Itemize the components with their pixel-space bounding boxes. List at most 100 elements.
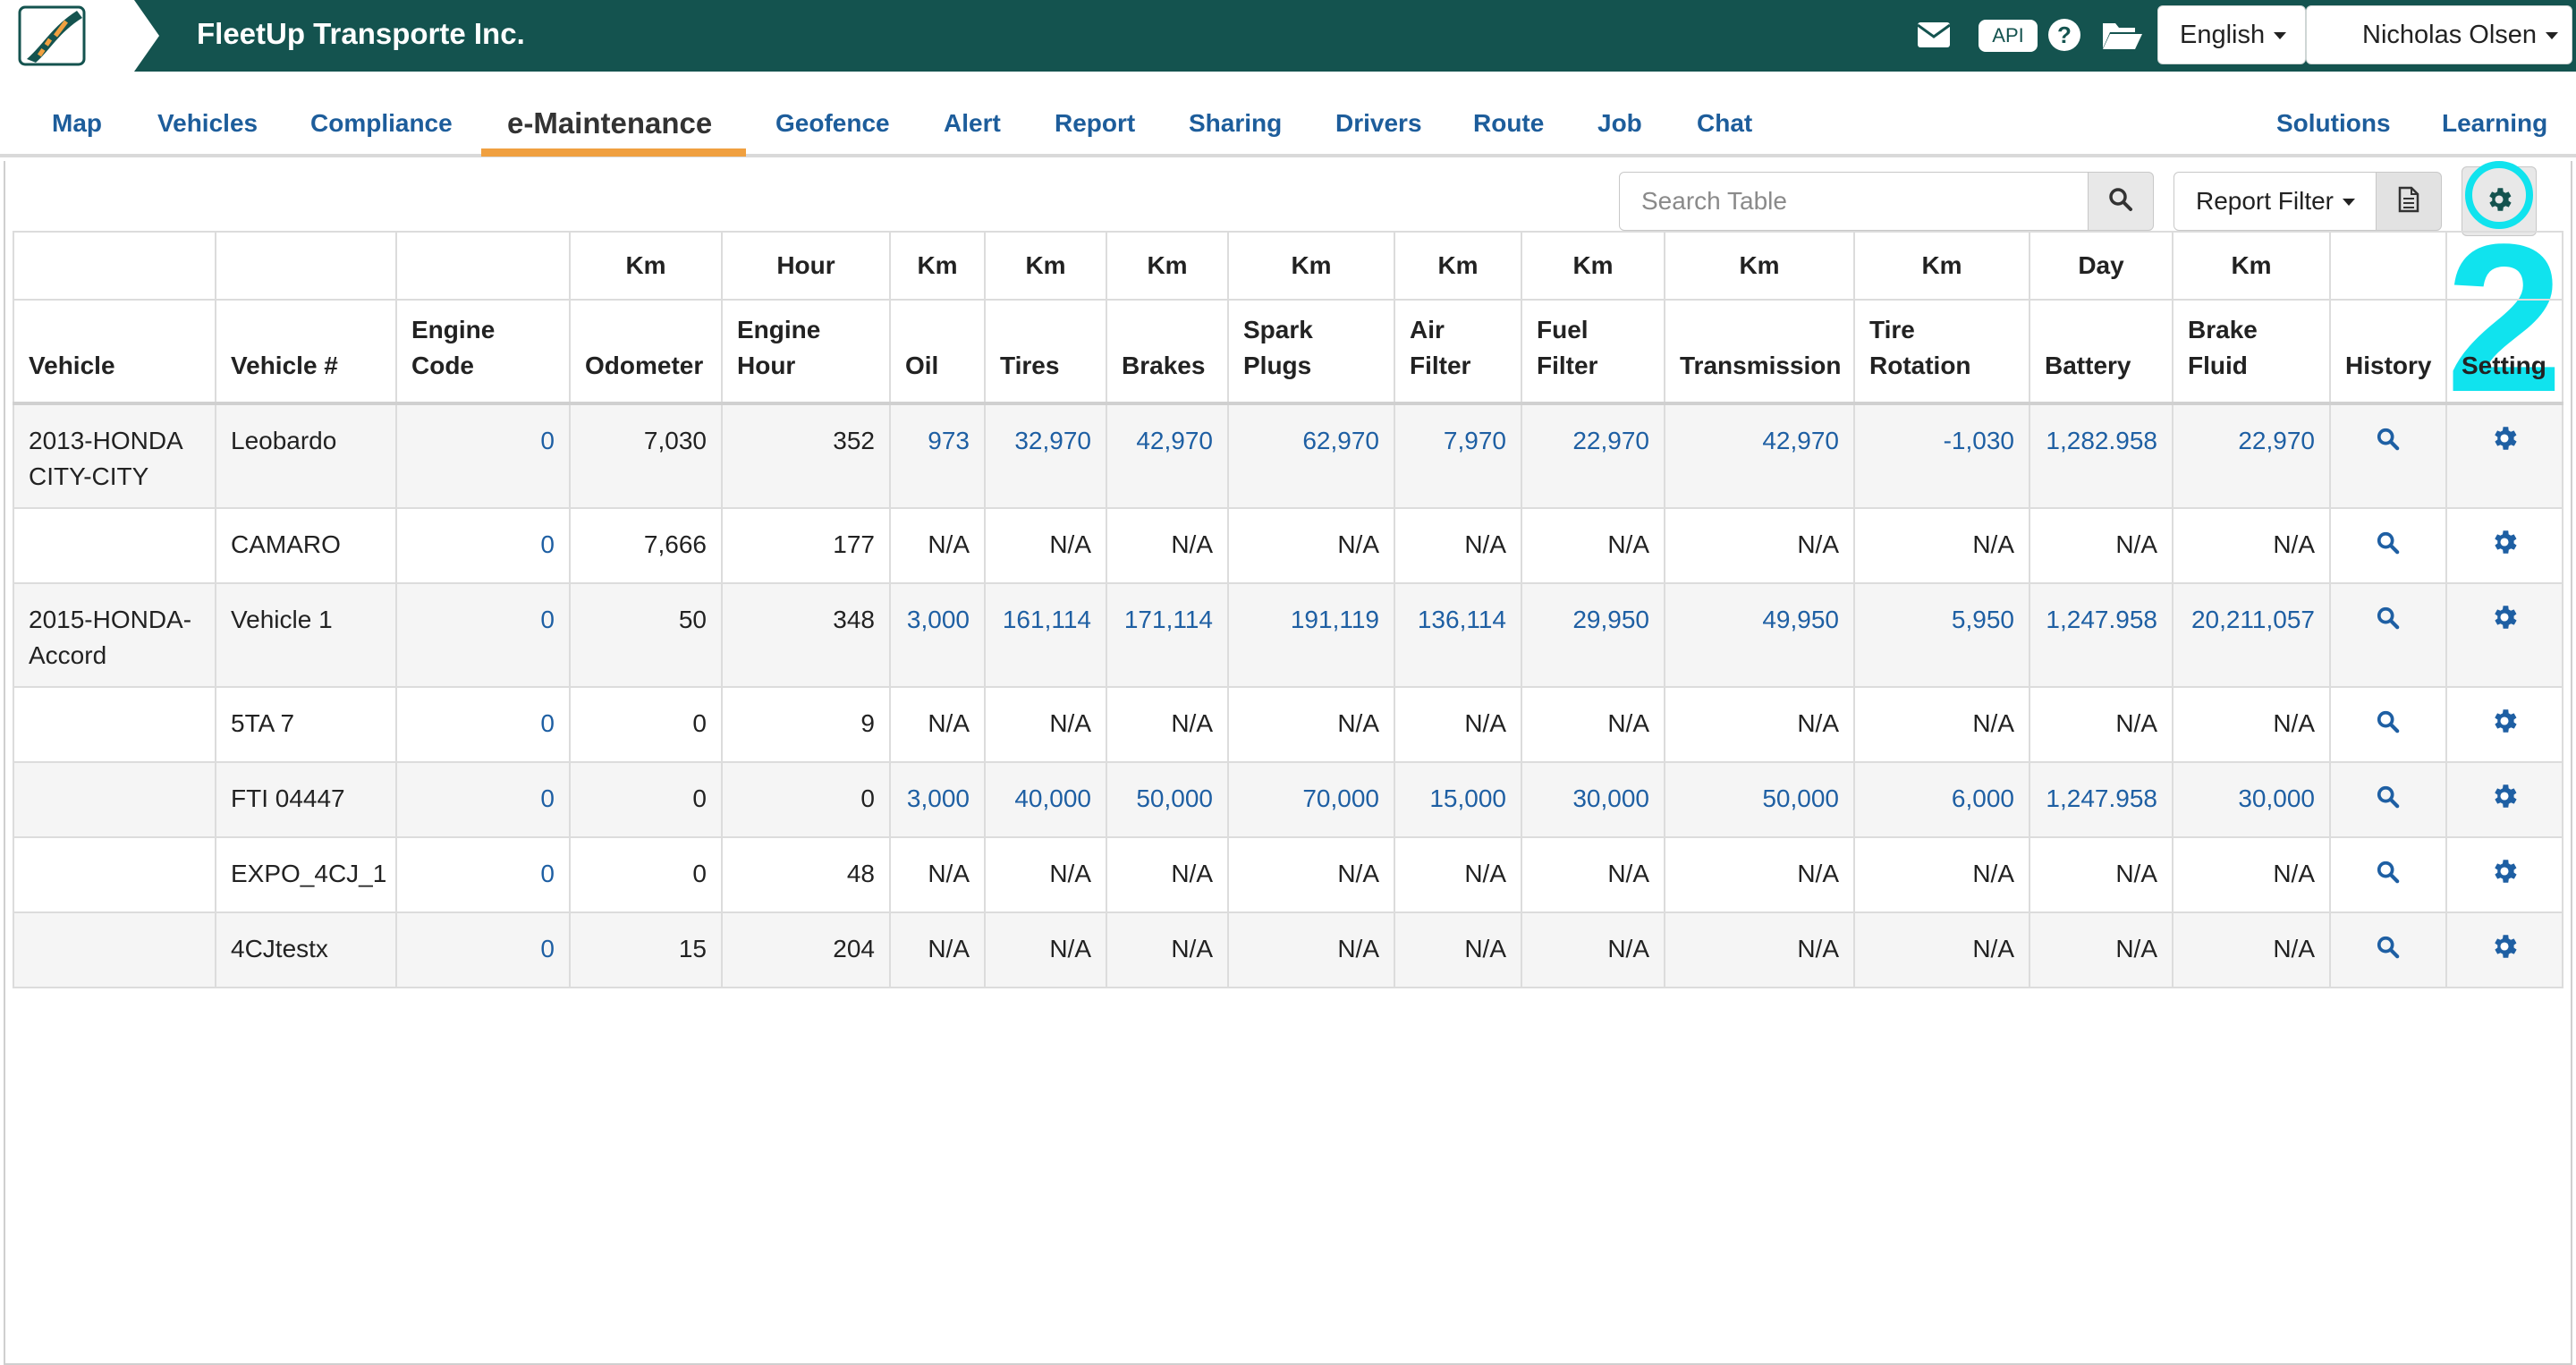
nav-route[interactable]: Route (1473, 109, 1545, 137)
gear-icon[interactable] (2489, 423, 2520, 463)
export-document-button[interactable] (2376, 172, 2442, 231)
nav-solutions[interactable]: Solutions (2276, 109, 2391, 137)
cell-transmission[interactable]: 49,950 (1664, 582, 1855, 688)
gear-icon[interactable] (2489, 527, 2520, 567)
column-header-air-filter[interactable]: Air Filter (1394, 299, 1522, 405)
search-icon[interactable] (2377, 858, 2400, 894)
column-header-spark-plugs[interactable]: Spark Plugs (1227, 299, 1395, 405)
cell-engine-code[interactable]: 0 (395, 761, 571, 838)
cell-brakes[interactable]: 42,970 (1106, 403, 1229, 509)
mail-icon[interactable] (1916, 16, 1952, 54)
cell-brake-fluid[interactable]: 30,000 (2172, 761, 2331, 838)
gear-icon[interactable] (2489, 781, 2520, 821)
cell-air-filter[interactable]: 7,970 (1394, 403, 1522, 509)
search-icon[interactable] (2377, 529, 2400, 564)
column-header-tires[interactable]: Tires (984, 299, 1107, 405)
cell-transmission[interactable]: 50,000 (1664, 761, 1855, 838)
cell-spark-plugs[interactable]: 70,000 (1227, 761, 1395, 838)
cell-engine-code[interactable]: 0 (395, 911, 571, 988)
column-header-fuel-filter[interactable]: Fuel Filter (1521, 299, 1665, 405)
column-header-battery[interactable]: Battery (2029, 299, 2174, 405)
cell-battery[interactable]: 1,247.958 (2029, 582, 2174, 688)
cell-spark-plugs[interactable]: 191,119 (1227, 582, 1395, 688)
nav-geofence[interactable]: Geofence (775, 109, 890, 137)
nav-alert[interactable]: Alert (944, 109, 1001, 137)
column-header-oil[interactable]: Oil (889, 299, 986, 405)
company-logo[interactable] (0, 0, 159, 72)
gear-icon[interactable] (2489, 602, 2520, 642)
table-settings-button[interactable] (2462, 166, 2537, 236)
cell-oil[interactable]: 3,000 (889, 582, 986, 688)
nav-e-maintenance[interactable]: e-Maintenance (507, 106, 713, 140)
cell-oil[interactable]: 973 (889, 403, 986, 509)
cell-tires[interactable]: 32,970 (984, 403, 1107, 509)
unit-header: Hour (721, 231, 891, 301)
nav-report[interactable]: Report (1055, 109, 1136, 137)
unit-header-row: Km Hour Km Km Km Km Km Km Km Km Day Km (13, 231, 2563, 301)
gear-icon[interactable] (2489, 706, 2520, 746)
column-header-engine-hour[interactable]: Engine Hour (721, 299, 891, 405)
cell-oil[interactable]: 3,000 (889, 761, 986, 838)
cell-tire-rotation[interactable]: -1,030 (1853, 403, 2030, 509)
nav-job[interactable]: Job (1597, 109, 1642, 137)
search-icon[interactable] (2377, 783, 2400, 818)
cell-tires[interactable]: 161,114 (984, 582, 1107, 688)
cell-air-filter[interactable]: 136,114 (1394, 582, 1522, 688)
cell-tire-rotation[interactable]: 6,000 (1853, 761, 2030, 838)
nav-map[interactable]: Map (52, 109, 102, 137)
column-header-vehicle[interactable]: Vehicle (13, 299, 216, 405)
cell-brake-fluid[interactable]: 22,970 (2172, 403, 2331, 509)
gear-icon[interactable] (2489, 856, 2520, 896)
cell-battery[interactable]: 1,247.958 (2029, 761, 2174, 838)
search-icon[interactable] (2377, 933, 2400, 969)
search-icon[interactable] (2377, 708, 2400, 743)
cell-engine-code[interactable]: 0 (395, 836, 571, 913)
folder-open-icon[interactable] (2100, 16, 2143, 54)
nav-chat[interactable]: Chat (1697, 109, 1753, 137)
unit-header: Km (889, 231, 986, 301)
cell-spark-plugs[interactable]: 62,970 (1227, 403, 1395, 509)
table-row: EXPO_4CJ_1 0 0 48 N/A N/A N/A N/A N/A N/A N/A N/A N/… (13, 836, 2563, 913)
user-dropdown[interactable]: Nicholas Olsen (2306, 5, 2572, 64)
cell-air-filter[interactable]: 15,000 (1394, 761, 1522, 838)
column-header-tire-rotation[interactable]: Tire Rotation (1853, 299, 2030, 405)
column-header-transmission[interactable]: Transmission (1664, 299, 1855, 405)
user-name: Nicholas Olsen (2362, 20, 2538, 49)
cell-tire-rotation[interactable]: 5,950 (1853, 582, 2030, 688)
cell-engine-code[interactable]: 0 (395, 403, 571, 509)
cell-engine-code[interactable]: 0 (395, 686, 571, 763)
cell-transmission[interactable]: 42,970 (1664, 403, 1855, 509)
cell-fuel-filter[interactable]: 30,000 (1521, 761, 1665, 838)
cell-brakes: N/A (1106, 836, 1229, 913)
column-header-engine-code[interactable]: Engine Code (395, 299, 571, 405)
search-icon[interactable] (2377, 604, 2400, 640)
search-icon[interactable] (2377, 425, 2400, 461)
help-icon[interactable]: ? (2046, 16, 2082, 54)
language-dropdown[interactable]: English (2157, 5, 2306, 64)
cell-engine-code[interactable]: 0 (395, 507, 571, 584)
cell-brakes[interactable]: 171,114 (1106, 582, 1229, 688)
column-header-brake-fluid[interactable]: Brake Fluid (2172, 299, 2331, 405)
column-header-brakes[interactable]: Brakes (1106, 299, 1229, 405)
report-filter-dropdown[interactable]: Report Filter (2174, 172, 2377, 231)
cell-tires[interactable]: 40,000 (984, 761, 1107, 838)
main-nav: Map Vehicles Compliance e-Maintenance Ge… (0, 72, 2576, 157)
nav-sharing[interactable]: Sharing (1189, 109, 1283, 137)
nav-vehicles[interactable]: Vehicles (157, 109, 258, 137)
cell-battery: N/A (2029, 507, 2174, 584)
cell-fuel-filter[interactable]: 29,950 (1521, 582, 1665, 688)
cell-battery[interactable]: 1,282.958 (2029, 403, 2174, 509)
cell-brake-fluid[interactable]: 20,211,057 (2172, 582, 2331, 688)
column-header-odometer[interactable]: Odometer (569, 299, 723, 405)
search-button[interactable] (2088, 172, 2154, 231)
column-header-vehicle-number[interactable]: Vehicle # (215, 299, 397, 405)
cell-engine-code[interactable]: 0 (395, 582, 571, 688)
nav-compliance[interactable]: Compliance (310, 109, 453, 137)
search-table-input[interactable] (1619, 172, 2089, 231)
cell-brakes[interactable]: 50,000 (1106, 761, 1229, 838)
api-button[interactable]: API (1979, 20, 2038, 52)
nav-drivers[interactable]: Drivers (1335, 109, 1422, 137)
gear-icon[interactable] (2489, 931, 2520, 971)
cell-fuel-filter[interactable]: 22,970 (1521, 403, 1665, 509)
nav-learning[interactable]: Learning (2442, 109, 2548, 137)
